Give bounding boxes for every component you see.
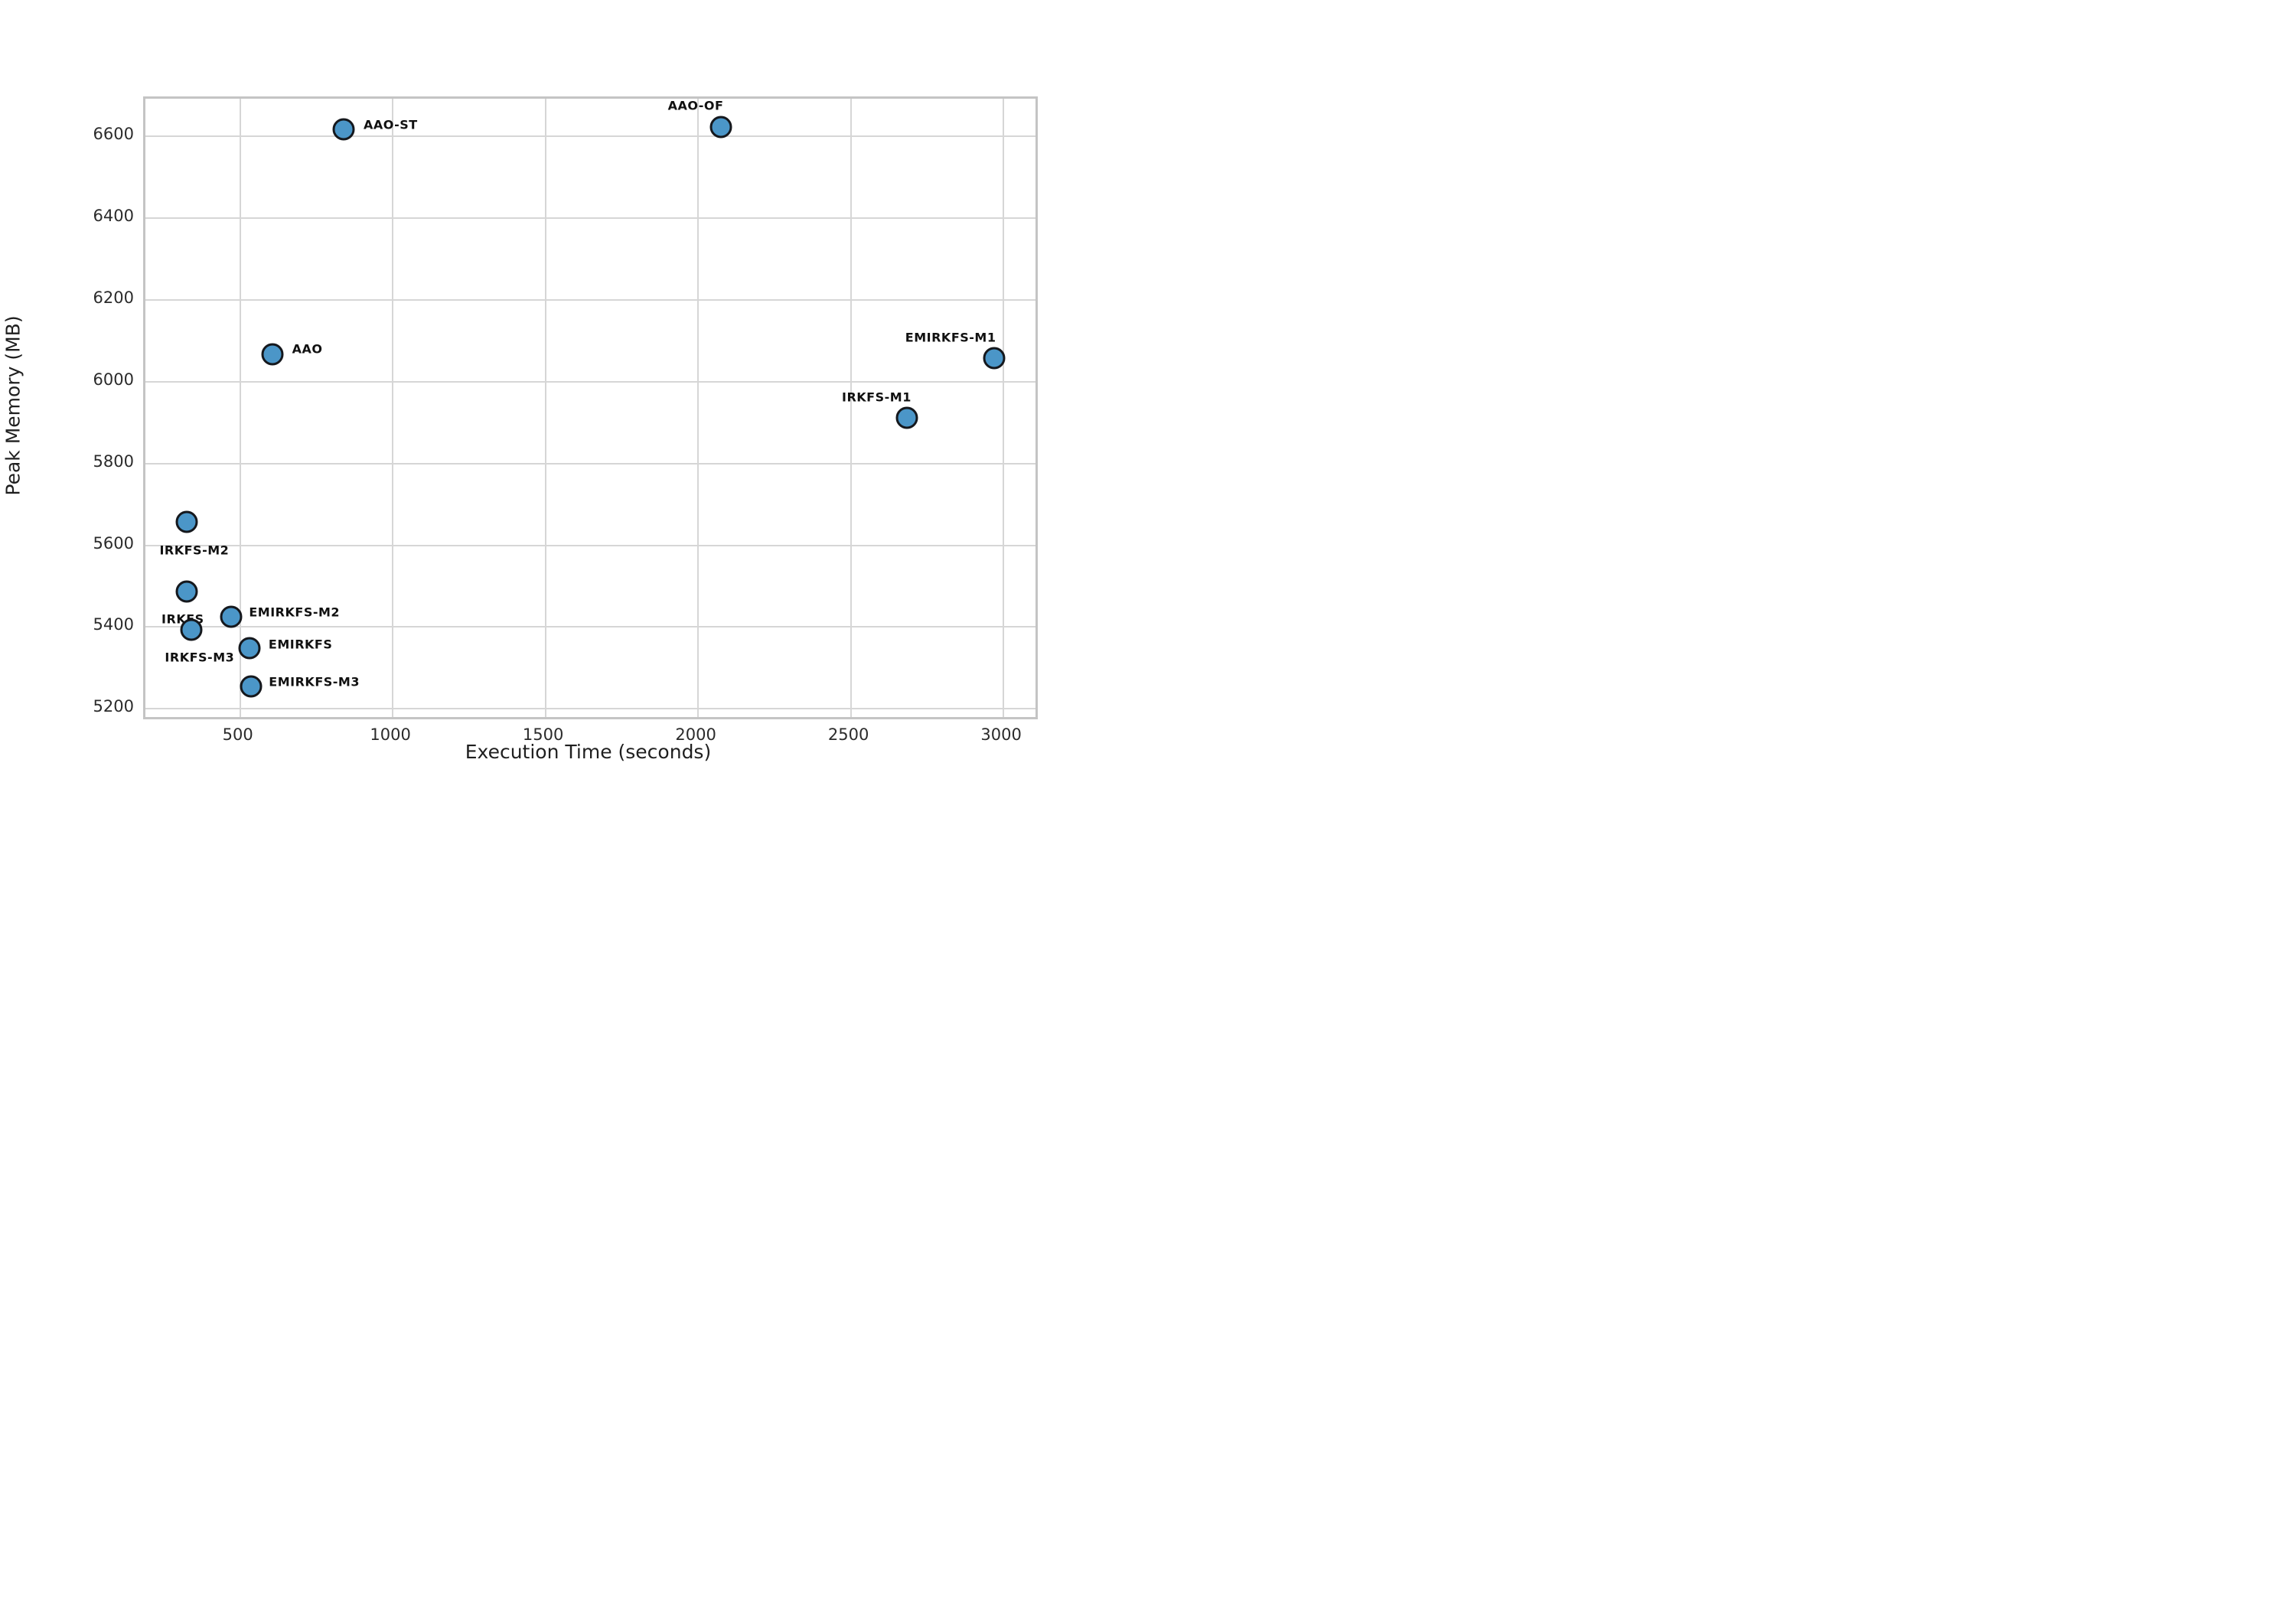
scatter-chart: AAO-ST AAO-OF AAO EMIRKFS-M1 IRKFS-M1 IRKFS-M…	[0, 0, 1148, 804]
grid-line-y-5200	[145, 708, 1035, 710]
y-tick-label-5400: 5400	[93, 615, 134, 634]
grid-line-y-5800	[145, 462, 1035, 464]
point-annotation-EMIRKFS: EMIRKFS	[268, 637, 333, 652]
data-point-IRKFS-M3	[180, 618, 203, 641]
y-tick-label-6600: 6600	[93, 125, 134, 144]
y-tick-label-5200: 5200	[93, 697, 134, 716]
y-tick-label-5600: 5600	[93, 533, 134, 553]
data-point-EMIRKFS-M2	[220, 605, 243, 628]
y-tick-label-6200: 6200	[93, 288, 134, 307]
grid-line-y-6200	[145, 298, 1035, 301]
y-tick-label-6400: 6400	[93, 207, 134, 226]
point-annotation-EMIRKFS-M3: EMIRKFS-M3	[269, 674, 360, 689]
data-point-AAO-OF	[709, 116, 732, 139]
grid-line-y-6000	[145, 380, 1035, 383]
x-tick-label-1500: 1500	[522, 725, 564, 744]
data-point-EMIRKFS-M3	[240, 675, 263, 698]
point-annotation-EMIRKFS-M1: EMIRKFS-M1	[905, 330, 996, 345]
x-tick-label-2500: 2500	[827, 725, 869, 744]
grid-line-x-1000	[392, 99, 394, 717]
x-tick-label-1000: 1000	[370, 725, 411, 744]
point-annotation-IRKFS-M1: IRKFS-M1	[842, 390, 912, 405]
grid-line-x-500	[239, 99, 241, 717]
grid-line-y-5400	[145, 626, 1035, 628]
y-axis-label: Peak Memory (MB)	[2, 315, 24, 496]
point-annotation-AAO-OF: AAO-OF	[667, 98, 724, 113]
grid-line-x-3000	[1003, 99, 1005, 717]
grid-line-y-6600	[145, 135, 1035, 138]
data-point-EMIRKFS-M1	[983, 347, 1006, 370]
plot-area: AAO-ST AAO-OF AAO EMIRKFS-M1 IRKFS-M1 IRKFS-M…	[143, 96, 1038, 719]
data-point-EMIRKFS	[238, 637, 261, 660]
data-point-AAO	[261, 343, 284, 366]
point-annotation-IRKFS-M2: IRKFS-M2	[159, 543, 230, 558]
y-tick-label-5800: 5800	[93, 451, 134, 471]
point-annotation-AAO-ST: AAO-ST	[363, 117, 418, 132]
x-tick-label-3000: 3000	[980, 725, 1022, 744]
x-tick-label-2000: 2000	[675, 725, 716, 744]
point-annotation-EMIRKFS-M2: EMIRKFS-M2	[249, 605, 341, 620]
point-annotation-IRKFS-M3: IRKFS-M3	[165, 650, 235, 665]
data-point-IRKFS-M1	[895, 406, 918, 429]
grid-line-y-5600	[145, 544, 1035, 546]
grid-line-x-2500	[850, 99, 852, 717]
y-tick-label-6000: 6000	[93, 370, 134, 389]
data-point-IRKFS-M2	[175, 510, 198, 533]
grid-line-y-6400	[145, 217, 1035, 220]
x-tick-label-500: 500	[222, 725, 253, 744]
data-point-IRKFS	[175, 580, 198, 603]
data-point-AAO-ST	[332, 118, 355, 141]
grid-line-x-1500	[544, 99, 546, 717]
grid-line-x-2000	[697, 99, 700, 717]
point-annotation-AAO: AAO	[292, 341, 323, 357]
x-axis-label: Execution Time (seconds)	[465, 741, 712, 763]
